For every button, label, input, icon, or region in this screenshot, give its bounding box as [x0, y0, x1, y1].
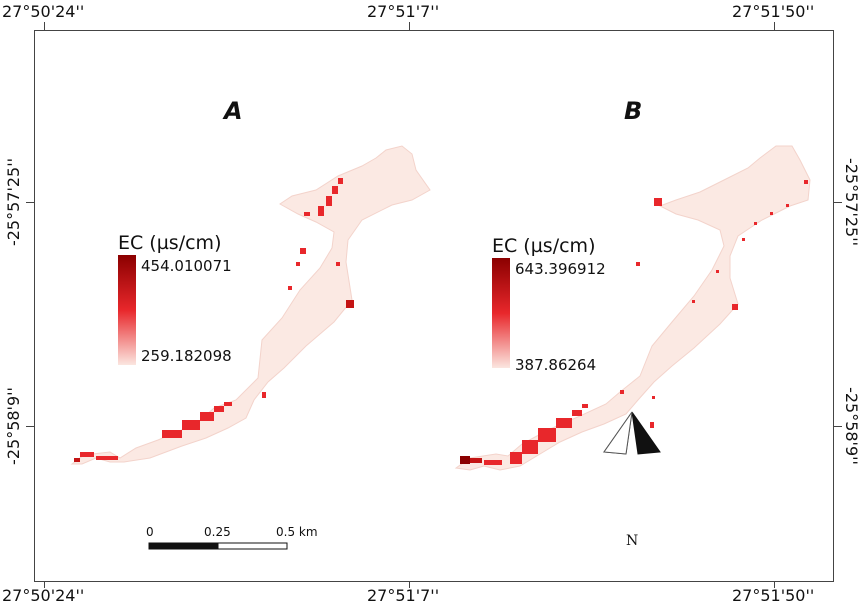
reservoir-b-shape: [454, 145, 811, 471]
scale-label-025: 0.25: [204, 525, 231, 539]
legend-min-b: 387.86264: [515, 356, 597, 374]
legend-max-a: 454.010071: [141, 257, 232, 275]
coord-top-1: 27°50'24'': [2, 2, 85, 21]
reservoir-b: [454, 145, 811, 471]
tick: [409, 582, 410, 588]
tick: [26, 426, 34, 427]
reservoir-a-shape: [70, 145, 431, 465]
coord-bottom-3: 27°51'50'': [732, 586, 815, 605]
reservoir-b-hotspots: [460, 180, 808, 465]
tick: [774, 22, 775, 30]
legend-max-b: 643.396912: [515, 260, 606, 278]
tick: [409, 22, 410, 30]
panel-label-a: A: [224, 97, 243, 125]
tick: [44, 22, 45, 30]
coord-bottom-2: 27°51'7'': [367, 586, 440, 605]
scale-bar: [148, 542, 288, 550]
panel-label-b: B: [624, 97, 643, 125]
scale-label-0: 0: [146, 525, 154, 539]
reservoir-a: [70, 145, 431, 465]
coord-top-2: 27°51'7'': [367, 2, 440, 21]
tick: [834, 202, 842, 203]
tick: [26, 202, 34, 203]
legend-ramp-a: [118, 255, 136, 365]
tick: [44, 582, 45, 588]
north-arrow-icon: [603, 411, 661, 455]
reservoir-a-hotspots: [74, 178, 354, 462]
coord-bottom-1: 27°50'24'': [2, 586, 85, 605]
coord-top-3: 27°51'50'': [732, 2, 815, 21]
legend-title-b: EC (µs/cm): [492, 235, 596, 257]
legend-title-a: EC (µs/cm): [118, 232, 222, 254]
legend-min-a: 259.182098: [141, 347, 232, 365]
tick: [774, 582, 775, 588]
north-label: N: [626, 533, 639, 549]
legend-ramp-b: [492, 258, 510, 368]
tick: [834, 426, 842, 427]
scale-label-05: 0.5 km: [276, 525, 318, 539]
